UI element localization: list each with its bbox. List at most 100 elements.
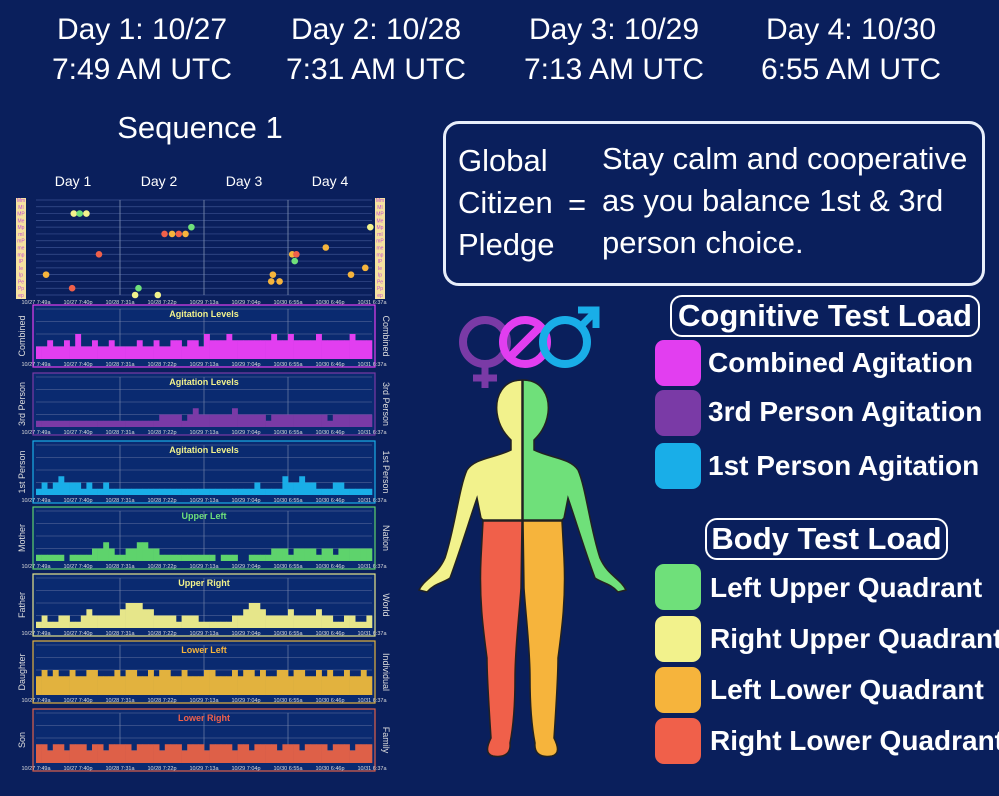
- x-tick-label: 10/30 6:55a: [273, 564, 303, 570]
- bar: [64, 482, 70, 495]
- bar: [164, 615, 171, 628]
- bar: [198, 621, 205, 628]
- bar: [360, 670, 367, 695]
- row-label: mI: [377, 232, 383, 238]
- bar: [232, 670, 238, 695]
- x-tick-label: 10/30 6:55a: [273, 631, 303, 637]
- bar: [192, 408, 199, 427]
- bar: [349, 676, 356, 695]
- bar: [265, 676, 272, 695]
- x-tick-label: 10/29 7:13a: [189, 631, 219, 637]
- bar: [209, 488, 216, 495]
- bar: [316, 488, 322, 495]
- bar: [332, 340, 339, 359]
- bar: [360, 744, 367, 763]
- bar: [260, 609, 266, 628]
- pledge-word: Pledge: [458, 227, 555, 262]
- bar: [108, 340, 115, 359]
- bar: [344, 670, 350, 695]
- scatter-point: [95, 250, 103, 258]
- row-label: Mm: [376, 198, 384, 204]
- bar: [220, 621, 227, 628]
- row-label-column-left: [16, 198, 26, 299]
- x-tick-label: 10/28 7:31a: [105, 631, 135, 637]
- 1st-person-agitation-swatch: [655, 443, 701, 489]
- chart-left-label: 3rd Person: [17, 382, 27, 426]
- bar: [52, 670, 59, 695]
- left-lower-quadrant-swatch: [655, 667, 701, 713]
- pledge-line: Stay calm and cooperative: [602, 141, 968, 176]
- bar: [153, 548, 160, 561]
- bar: [187, 340, 194, 359]
- bar: [142, 609, 149, 628]
- bar: [47, 420, 54, 427]
- bar: [52, 621, 59, 628]
- x-tick-label: 10/29 7:13a: [189, 498, 219, 504]
- bar: [237, 340, 244, 359]
- chart-title: Agitation Levels: [169, 445, 239, 455]
- bar: [338, 676, 345, 695]
- bar: [131, 670, 138, 695]
- legend-label: Right Upper Quadrant: [710, 623, 999, 654]
- bar: [36, 554, 42, 561]
- bar: [293, 414, 300, 427]
- bar: [114, 554, 121, 561]
- bar: [282, 548, 289, 561]
- scatter-point: [135, 284, 142, 292]
- bar: [344, 548, 350, 561]
- bar: [176, 340, 182, 359]
- chart-right-label: Combined: [381, 315, 391, 356]
- bar: [332, 621, 339, 628]
- bar: [120, 554, 126, 561]
- bar: [97, 488, 104, 495]
- bar: [204, 554, 210, 561]
- bar: [288, 414, 294, 427]
- row-label: Ip: [378, 273, 382, 279]
- bar: [69, 670, 76, 695]
- bar: [192, 615, 199, 628]
- bar: [164, 554, 171, 561]
- bar: [103, 542, 110, 561]
- x-tick-label: 10/29 7:04p: [231, 631, 260, 637]
- row-label: mP: [376, 239, 384, 245]
- bar: [103, 615, 110, 628]
- bar: [187, 488, 194, 495]
- bar: [58, 744, 65, 763]
- bar: [153, 676, 160, 695]
- bar: [41, 420, 48, 427]
- bar: [108, 488, 115, 495]
- x-tick-label: 10/28 7:31a: [105, 300, 135, 306]
- bar: [299, 476, 306, 495]
- bar: [344, 488, 350, 495]
- x-tick-label: 10/27 7:49a: [21, 766, 51, 772]
- bar: [198, 744, 205, 763]
- bar: [36, 744, 42, 763]
- bar: [148, 420, 154, 427]
- bar: [265, 554, 272, 561]
- bar: [41, 615, 48, 628]
- bar: [187, 414, 194, 427]
- bar: [226, 414, 233, 427]
- bar: [332, 482, 339, 495]
- bar: [75, 744, 82, 763]
- bar: [327, 548, 334, 561]
- bar: [226, 488, 233, 495]
- bar: [148, 670, 154, 695]
- upper-right-quadrant: [417, 379, 523, 593]
- bar: [321, 548, 328, 561]
- bar: [86, 554, 93, 561]
- bar: [41, 670, 48, 695]
- bar: [114, 420, 121, 427]
- x-tick-label: 10/28 7:22p: [147, 698, 176, 704]
- bar: [248, 340, 255, 359]
- x-tick-label: 10/29 7:04p: [231, 766, 260, 772]
- scatter-point: [361, 264, 369, 272]
- bar: [69, 744, 76, 763]
- chart-day-label: Day 1: [54, 173, 92, 189]
- bar: [355, 676, 362, 695]
- bar: [164, 670, 171, 695]
- x-tick-label: 10/29 7:04p: [231, 698, 260, 704]
- bar: [260, 340, 266, 359]
- x-tick-label: 10/30 6:55a: [273, 300, 303, 306]
- bar: [176, 488, 182, 495]
